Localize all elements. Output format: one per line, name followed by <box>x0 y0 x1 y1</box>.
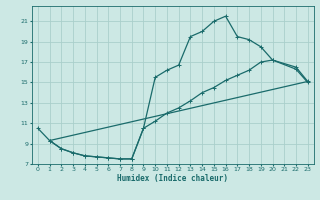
X-axis label: Humidex (Indice chaleur): Humidex (Indice chaleur) <box>117 174 228 183</box>
